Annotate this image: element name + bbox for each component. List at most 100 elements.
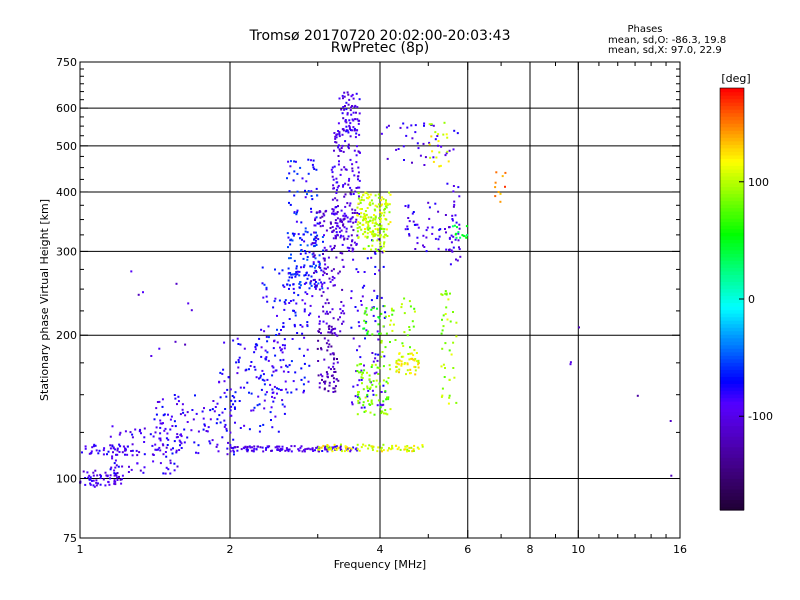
data-point — [465, 236, 468, 239]
data-point — [351, 170, 354, 173]
data-point — [92, 479, 95, 482]
data-point — [334, 234, 337, 237]
data-point — [116, 447, 119, 450]
data-point — [351, 93, 354, 96]
data-point — [364, 310, 367, 313]
data-point — [454, 238, 457, 241]
data-point — [321, 450, 324, 452]
data-point — [361, 382, 363, 385]
data-point — [439, 164, 442, 167]
data-point — [451, 225, 454, 228]
data-point — [357, 391, 359, 394]
data-point — [326, 312, 329, 315]
data-point — [386, 157, 389, 160]
data-point — [272, 370, 275, 373]
data-point — [159, 422, 162, 425]
data-point — [340, 147, 343, 149]
data-point — [376, 366, 379, 369]
data-point — [379, 241, 382, 244]
data-point — [334, 327, 337, 330]
data-point — [370, 308, 373, 311]
data-point — [177, 400, 180, 403]
data-point — [374, 265, 377, 268]
data-point — [310, 280, 313, 283]
data-point — [316, 222, 319, 225]
data-point — [371, 239, 374, 242]
data-point — [216, 402, 219, 405]
data-point — [290, 360, 293, 363]
data-point — [276, 448, 279, 451]
data-point — [342, 150, 345, 153]
data-point — [445, 293, 448, 296]
data-point — [328, 384, 331, 387]
data-point — [414, 248, 417, 250]
data-point — [176, 403, 178, 406]
data-point — [356, 214, 359, 217]
data-point — [436, 135, 439, 137]
data-point — [342, 304, 345, 307]
data-point — [301, 450, 304, 453]
data-point — [303, 450, 306, 453]
data-point — [452, 185, 455, 187]
data-point — [351, 403, 354, 406]
data-point — [386, 449, 389, 452]
data-point — [373, 225, 376, 227]
data-point — [272, 306, 275, 309]
data-point — [315, 211, 318, 214]
data-point — [289, 284, 291, 287]
data-point — [305, 180, 308, 183]
data-point — [338, 227, 341, 230]
data-point — [318, 328, 321, 331]
data-point — [339, 236, 342, 239]
data-point — [377, 224, 380, 227]
data-point — [142, 471, 145, 474]
data-point — [407, 353, 410, 355]
data-point — [437, 210, 440, 213]
data-point — [202, 428, 205, 431]
data-point — [274, 268, 276, 271]
data-point — [345, 125, 348, 128]
data-point — [411, 450, 414, 453]
data-point — [261, 369, 264, 372]
data-point — [115, 464, 118, 467]
data-point — [362, 247, 365, 250]
data-point — [318, 278, 321, 281]
data-point — [396, 448, 399, 451]
data-point — [173, 394, 176, 396]
data-point — [364, 396, 367, 399]
data-point — [303, 389, 305, 392]
data-point — [299, 284, 302, 287]
data-point — [372, 230, 375, 233]
data-point — [260, 346, 263, 349]
data-point — [385, 218, 388, 221]
data-point — [445, 248, 448, 251]
data-point — [343, 108, 346, 111]
data-point — [370, 366, 373, 368]
data-point — [154, 431, 157, 434]
data-point — [352, 126, 355, 129]
data-point — [154, 443, 157, 446]
data-point — [367, 225, 370, 227]
data-point — [84, 477, 87, 479]
data-point — [261, 266, 264, 269]
data-point — [323, 214, 326, 217]
data-point — [257, 395, 260, 398]
data-point — [432, 160, 435, 163]
data-point — [382, 325, 385, 328]
data-point — [379, 332, 382, 335]
data-point — [377, 196, 380, 199]
data-point — [441, 318, 443, 321]
data-point — [178, 449, 181, 451]
data-point — [195, 412, 198, 415]
data-point — [262, 423, 265, 426]
data-point — [409, 368, 412, 371]
data-point — [347, 145, 350, 148]
data-point — [318, 211, 321, 214]
data-point — [362, 404, 365, 407]
data-point — [142, 291, 144, 294]
data-point — [364, 444, 367, 447]
data-point — [360, 378, 363, 381]
data-point — [298, 270, 301, 273]
data-point — [280, 348, 283, 351]
